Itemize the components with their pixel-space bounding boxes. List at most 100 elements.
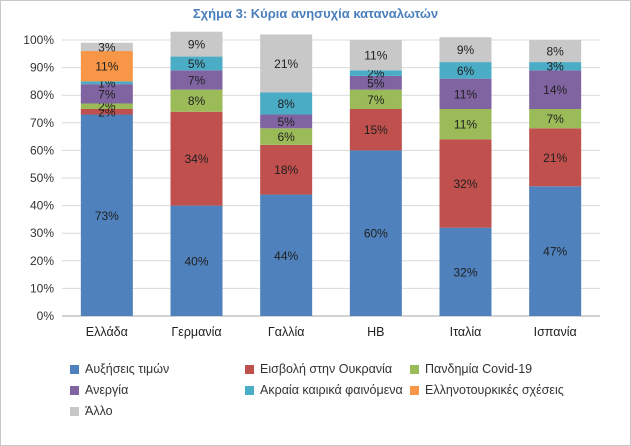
x-tick-label: Ιταλία: [450, 325, 482, 339]
x-tick-label: Ελλάδα: [86, 325, 128, 339]
bar-segment: [349, 70, 402, 76]
data-label: 8%: [277, 97, 295, 111]
bar-segment: [260, 194, 313, 316]
data-label: 9%: [457, 43, 475, 57]
bar-segment: [170, 111, 223, 206]
data-label: 60%: [364, 227, 388, 241]
bar-segment: [260, 34, 313, 93]
y-tick-label: 20%: [30, 254, 54, 268]
data-label: 5%: [277, 115, 295, 129]
bar-segment: [349, 109, 402, 151]
legend-label: Άλλο: [85, 404, 113, 418]
data-label: 32%: [453, 177, 477, 191]
legend-item: Άλλο: [70, 404, 113, 418]
legend-label: Εισβολή στην Ουκρανία: [260, 362, 393, 376]
bar-segment: [170, 205, 223, 316]
bar-segment: [349, 89, 402, 109]
chart-title: Σχήμα 3: Κύρια ανησυχία καταναλωτών: [192, 6, 439, 21]
bar-segment: [80, 81, 133, 85]
bar-segment: [80, 51, 133, 82]
data-label: 47%: [543, 245, 567, 259]
x-tick-label: Γαλλία: [268, 325, 305, 339]
data-label: 5%: [188, 57, 206, 71]
legend-swatch: [70, 406, 79, 416]
bar-segment: [529, 70, 582, 109]
legend-swatch: [70, 364, 79, 374]
data-label: 11%: [364, 49, 387, 63]
data-label: 3%: [546, 60, 564, 74]
data-label: 21%: [274, 57, 298, 71]
y-tick-label: 10%: [30, 281, 54, 295]
data-label: 21%: [543, 151, 567, 165]
bar-segment: [80, 109, 133, 115]
bar-segment: [80, 114, 133, 317]
legend-item: Ανεργία: [70, 383, 128, 397]
bar-segment: [170, 89, 223, 112]
bar-segment: [260, 92, 313, 115]
y-tick-label: 80%: [30, 88, 54, 102]
data-label: 34%: [184, 152, 208, 166]
data-label: 5%: [367, 76, 385, 90]
legend-label: Πανδημία Covid-19: [425, 362, 533, 376]
y-tick-label: 40%: [30, 199, 54, 213]
y-tick-label: 70%: [30, 116, 54, 130]
bar-segment: [80, 103, 133, 109]
y-tick-label: 0%: [37, 309, 55, 323]
legend-item: Ακραία καιρικά φαινόμενα: [245, 383, 403, 397]
x-tick-label: ΗΒ: [367, 325, 384, 339]
legend-swatch: [245, 364, 254, 374]
data-label: 7%: [546, 112, 564, 126]
bar-segment: [439, 37, 492, 63]
bar-segment: [260, 128, 313, 145]
data-label: 11%: [95, 60, 118, 74]
data-label: 8%: [546, 45, 564, 59]
x-tick-label: Ισπανία: [534, 325, 577, 339]
bar-segment: [349, 150, 402, 316]
data-label: 6%: [277, 130, 295, 144]
data-label: 7%: [98, 87, 116, 101]
legend-swatch: [410, 385, 419, 395]
legend-label: Αυξήσεις τιμών: [85, 362, 170, 376]
bar-segment: [439, 62, 492, 79]
bar-segment: [439, 78, 492, 109]
bar-segment: [170, 56, 223, 71]
bar-segment: [349, 40, 402, 71]
legend-swatch: [410, 364, 419, 374]
bar-segment: [80, 84, 133, 104]
legend-item: Αυξήσεις τιμών: [70, 362, 169, 376]
bar-segment: [170, 31, 223, 57]
bar-segment: [170, 70, 223, 90]
legend-label: Ανεργία: [85, 383, 129, 397]
legend-swatch: [245, 385, 254, 395]
bar-segment: [529, 109, 582, 129]
bar-segment: [529, 186, 582, 316]
bar-segment: [260, 144, 313, 195]
y-tick-label: 90%: [30, 61, 54, 75]
bar-segment: [529, 128, 582, 187]
legend-label: Ακραία καιρικά φαινόμενα: [260, 383, 403, 397]
bar-segment: [529, 62, 582, 71]
data-label: 44%: [274, 249, 298, 263]
data-label: 11%: [454, 118, 477, 132]
y-tick-label: 100%: [23, 33, 54, 47]
legend-item: Ελληνοτουρκικές σχέσεις: [410, 383, 564, 397]
data-label: 11%: [454, 87, 477, 101]
x-tick-label: Γερμανία: [171, 325, 221, 339]
legend-item: Πανδημία Covid-19: [410, 362, 532, 376]
bar-segment: [439, 109, 492, 140]
data-label: 14%: [543, 83, 567, 97]
data-label: 7%: [188, 74, 206, 88]
y-tick-label: 50%: [30, 171, 54, 185]
legend-item: Εισβολή στην Ουκρανία: [245, 362, 392, 376]
data-label: 15%: [364, 123, 388, 137]
data-label: 18%: [274, 163, 298, 177]
legend-swatch: [70, 385, 79, 395]
data-label: 8%: [188, 94, 206, 108]
data-label: 9%: [188, 38, 206, 52]
bar-segment: [439, 227, 492, 316]
data-label: 32%: [453, 265, 477, 279]
bar-segment: [529, 40, 582, 63]
data-label: 40%: [184, 254, 208, 268]
legend-label: Ελληνοτουρκικές σχέσεις: [425, 383, 564, 397]
